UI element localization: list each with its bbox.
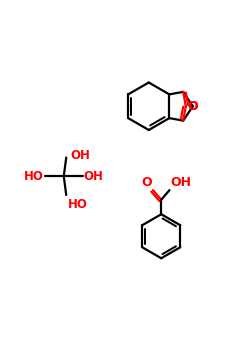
Text: O: O: [188, 100, 198, 113]
Text: OH: OH: [171, 176, 192, 189]
Text: HO: HO: [68, 197, 87, 210]
Text: HO: HO: [24, 170, 44, 183]
Text: OH: OH: [84, 170, 104, 183]
Text: OH: OH: [71, 149, 91, 162]
Text: O: O: [188, 100, 198, 113]
Text: O: O: [141, 176, 152, 189]
